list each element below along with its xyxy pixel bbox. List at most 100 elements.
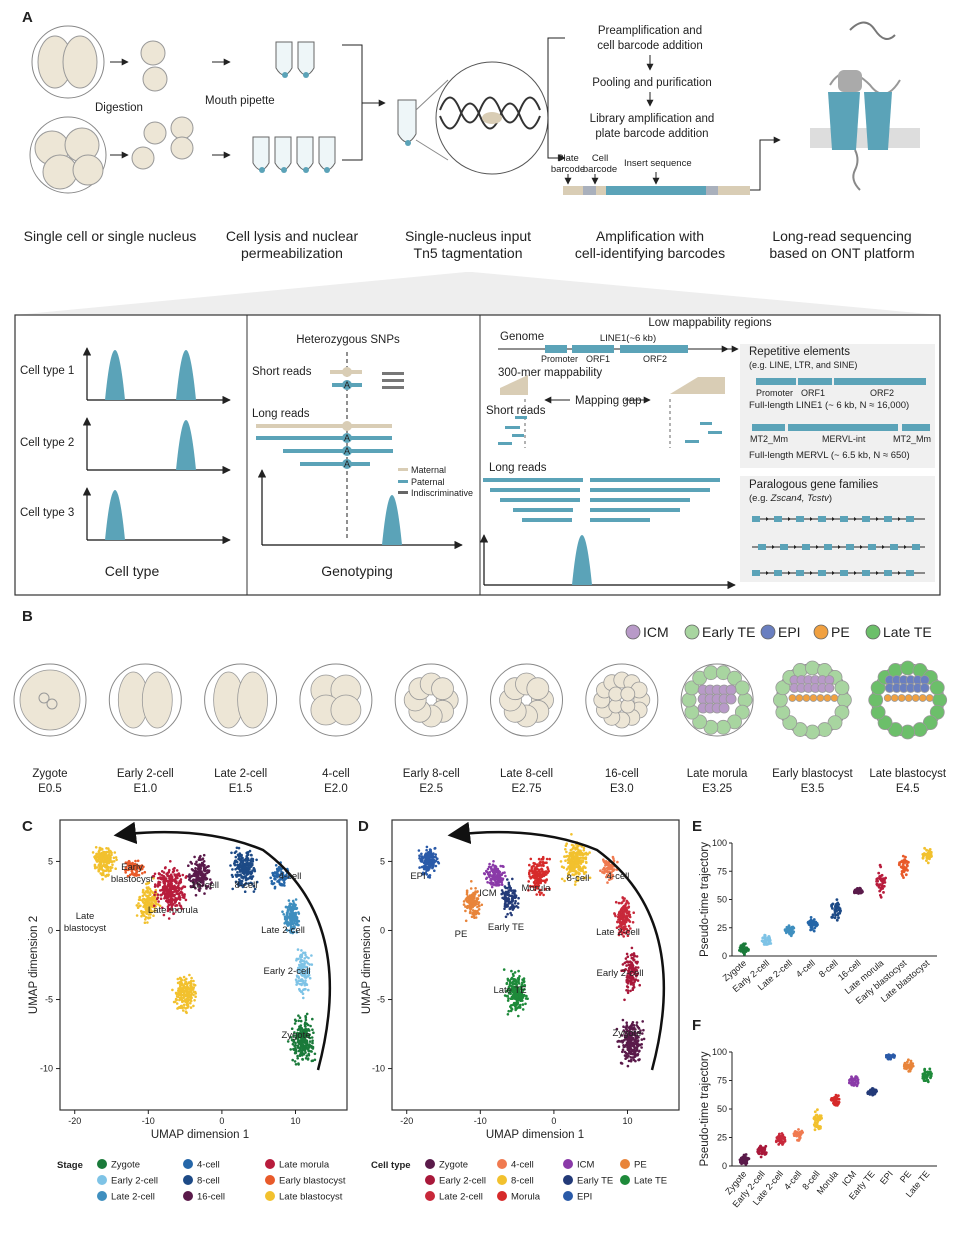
umap-point [424,867,428,871]
umap-point [540,867,543,871]
umap-point [172,1000,176,1004]
umap-point [502,891,505,895]
umap-point [148,887,152,891]
paralogous-eg: (e.g. Zscan4, Tcstv) [749,493,832,504]
umap-point [177,897,180,900]
umap-point [565,842,568,845]
umap-point [209,878,212,881]
umap-point [169,873,173,876]
umap-point [625,912,629,915]
umap-point [170,908,174,912]
umap-point [570,851,573,854]
pseudotime-point [878,889,882,893]
umap-point [159,877,162,881]
cluster-label: Early 2-cell [597,968,644,979]
umap-point [163,880,167,883]
umap-point [194,995,197,998]
umap-point [518,992,522,996]
umap-point [203,892,206,895]
umap-point [504,899,507,902]
umap-point [521,1008,525,1011]
gene-direction-mark [810,571,813,575]
umap-point [250,853,253,857]
umap-point [183,893,186,896]
umap-point [630,961,633,964]
pseudotime-point [928,848,932,851]
pseudotime-point [759,1155,763,1159]
umap-point [542,893,545,897]
umap-point [251,859,254,863]
umap-point [506,1013,510,1016]
umap-point [167,892,170,896]
embryo-blastomere [890,694,899,702]
umap-point [524,997,528,1000]
umap-point [515,984,518,987]
mt2-left: MT2_Mm [750,434,788,444]
umap-point [198,889,201,893]
umap-point [240,882,243,886]
embryo-blastomere [824,683,835,693]
gene-exon [780,544,788,550]
umap-point [98,866,101,870]
embryo-blastomere [620,686,636,702]
umap-point [548,887,551,891]
umap-point [512,974,515,977]
umap-point [105,868,109,871]
embryo-blastomere [727,670,742,686]
umap-point [203,869,206,873]
repetitive-title: Repetitive elements [749,346,850,358]
umap-point [503,897,507,900]
umap-point [179,880,182,883]
umap-point [583,872,586,875]
stage-legend-title: Stage [57,1160,83,1171]
umap-point [172,912,176,915]
umap-point [288,922,292,925]
umap-point [506,988,510,991]
umap-point [530,865,534,869]
umap-point [310,963,314,966]
umap-point [544,881,547,884]
umap-point [298,966,301,969]
gene-exon [796,516,804,522]
umap-point [184,876,188,879]
pseudotime-point [789,933,793,936]
umap-point [177,884,180,887]
embryo-blastomere [715,719,731,735]
umap-point [110,851,113,855]
umap-point [466,900,470,904]
umap-point [233,859,237,863]
umap-point [279,868,282,871]
umap-point [582,849,586,852]
umap-point [99,862,102,865]
pseudotime-point [880,873,884,877]
gene-exon [912,544,920,550]
umap-point [192,873,196,876]
umap-point [178,1005,181,1009]
umap-point [599,869,602,872]
umap-point [153,895,157,899]
umap-point [470,880,473,883]
b-stage-day: E1.5 [229,783,253,795]
x-tick-label: -10 [474,1116,487,1126]
long-reads-label-2: Long reads [489,462,547,474]
umap-point [307,988,310,992]
umap-point [505,994,508,998]
umap-point [311,1028,314,1031]
umap-point [576,845,579,849]
umap-point [290,1027,294,1030]
umap-point [190,868,194,871]
umap-point [629,927,632,930]
umap-point [129,866,133,869]
umap-point [423,860,427,863]
cluster-label: Zygote [281,1030,310,1041]
umap-point [286,876,289,880]
pseudotime-point [854,1076,857,1080]
umap-point [153,900,157,903]
umap-point [153,885,157,888]
umap-point [629,1059,633,1063]
pseudotime-point [778,1137,781,1141]
umap-point [500,877,504,880]
umap-point [142,910,145,914]
umap-point [486,872,490,876]
x-tick-label: 10 [290,1116,300,1126]
